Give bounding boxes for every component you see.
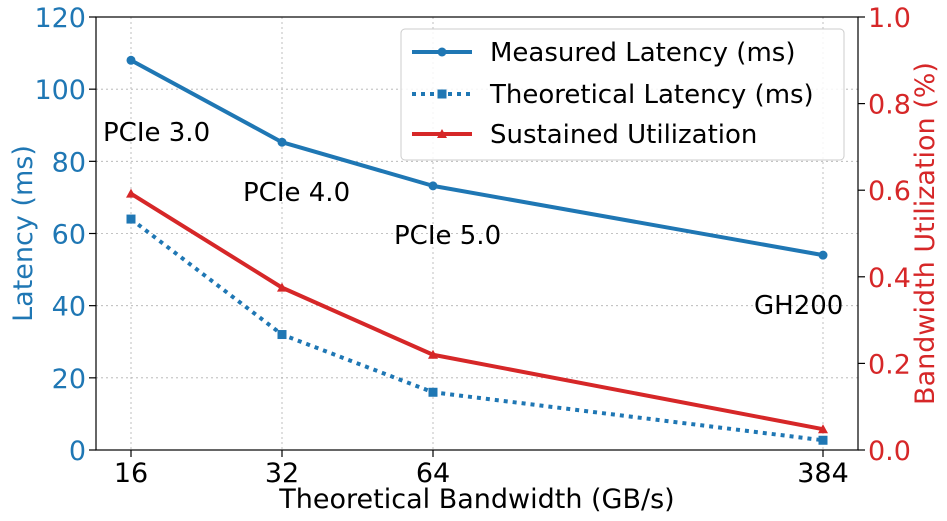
right-axis-title: Bandwidth Utilization (%)	[910, 62, 941, 405]
x-axis-title: Theoretical Bandwidth (GB/s)	[278, 484, 674, 515]
right-tick-label-3: 0.6	[868, 176, 911, 207]
series-0-point-2	[428, 181, 438, 191]
legend-marker-sustained-utilization	[437, 129, 447, 138]
series-0-point-0	[126, 55, 136, 65]
series-1-point-0	[126, 214, 136, 224]
series-2-point-3	[818, 424, 828, 434]
right-tick-label-1: 0.2	[868, 349, 911, 380]
left-tick-label-2: 40	[52, 292, 86, 323]
x-tick-label-2: 64	[416, 458, 450, 489]
left-axis-title: Latency (ms)	[8, 145, 39, 322]
series-2-point-0	[126, 188, 136, 198]
series-1-point-3	[818, 435, 828, 445]
series-1-point-1	[277, 330, 287, 340]
annotations: PCIe 3.0 PCIe 4.0 PCIe 5.0 GH200	[103, 118, 843, 321]
left-tick-label-1: 20	[52, 364, 86, 395]
annotation-pcie3: PCIe 3.0	[103, 118, 210, 148]
series-line-0	[130, 58, 824, 258]
right-tick-label-2: 0.4	[868, 263, 911, 294]
legend-label-measured-latency: Measured Latency (ms)	[490, 38, 795, 68]
series-1-point-2	[428, 387, 438, 397]
right-tick-label-5: 1.0	[868, 3, 911, 34]
series-2-point-2	[428, 349, 438, 359]
legend-box	[400, 28, 845, 161]
axes: 0 20 40 60 80 100 120 0.0 0.2 0.4 0.6 0.8 1.0 16 32 64 3…	[8, 3, 941, 515]
series-2-point-1	[277, 282, 287, 292]
legend-marker-theoretical-latency	[437, 89, 447, 99]
series-line-2	[129, 191, 824, 432]
legend: Measured Latency (ms) Theoretical Latenc…	[400, 28, 845, 161]
x-tick-label-3: 384	[797, 458, 849, 489]
left-tick-label-5: 100	[34, 75, 86, 106]
annotation-pcie5: PCIe 5.0	[394, 221, 501, 251]
left-tick-label-3: 60	[52, 220, 86, 251]
annotation-gh200: GH200	[754, 291, 843, 321]
x-tick-label-1: 32	[265, 458, 299, 489]
series-0-point-1	[277, 137, 287, 147]
left-tick-label-4: 80	[52, 147, 86, 178]
x-tick-label-0: 16	[114, 458, 148, 489]
right-tick-label-4: 0.8	[868, 90, 911, 121]
series-group	[126, 55, 828, 445]
left-tick-label-6: 120	[34, 3, 86, 34]
right-tick-label-0: 0.0	[868, 436, 911, 467]
left-tick-label-0: 0	[69, 436, 86, 467]
legend-marker-measured-latency	[437, 47, 447, 57]
annotation-pcie4: PCIe 4.0	[243, 178, 350, 208]
legend-label-theoretical-latency: Theoretical Latency (ms)	[489, 80, 814, 110]
series-0-point-3	[818, 250, 828, 260]
legend-label-sustained-utilization: Sustained Utilization	[490, 120, 757, 150]
series-line-1	[129, 217, 824, 443]
